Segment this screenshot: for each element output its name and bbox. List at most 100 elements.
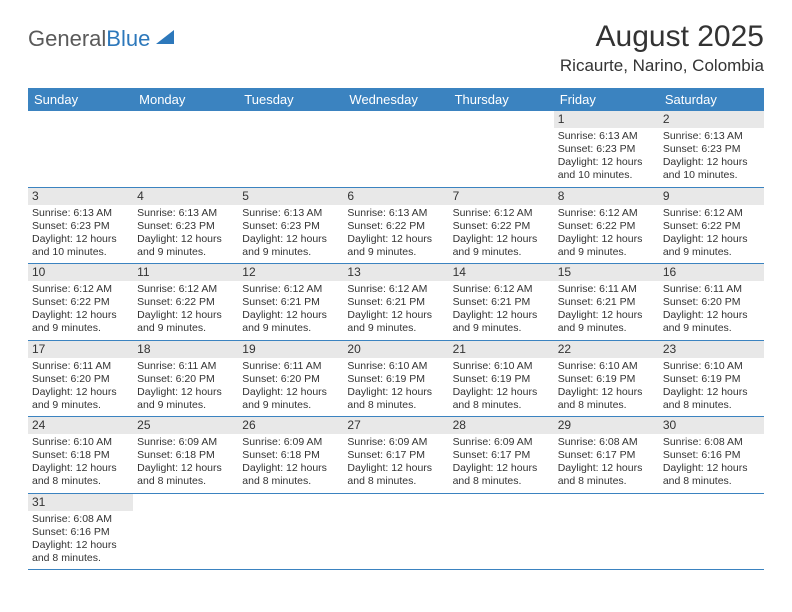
sunrise-text: Sunrise: 6:10 AM — [558, 360, 655, 373]
calendar: Sunday Monday Tuesday Wednesday Thursday… — [28, 88, 764, 570]
day-cell: 21Sunrise: 6:10 AMSunset: 6:19 PMDayligh… — [449, 341, 554, 417]
weekday-tuesday: Tuesday — [238, 88, 343, 111]
sunrise-text: Sunrise: 6:13 AM — [32, 207, 129, 220]
day-number: 21 — [449, 341, 554, 358]
sunrise-text: Sunrise: 6:09 AM — [453, 436, 550, 449]
page-header: GeneralBlue August 2025 Ricaurte, Narino… — [28, 20, 764, 76]
day-number: 3 — [28, 188, 133, 205]
sunrise-text: Sunrise: 6:08 AM — [32, 513, 129, 526]
sunrise-text: Sunrise: 6:13 AM — [663, 130, 760, 143]
weeks-container: 1Sunrise: 6:13 AMSunset: 6:23 PMDaylight… — [28, 111, 764, 570]
sunset-text: Sunset: 6:22 PM — [347, 220, 444, 233]
day-info: Sunrise: 6:13 AMSunset: 6:23 PMDaylight:… — [663, 130, 760, 183]
day-number: 1 — [554, 111, 659, 128]
day-info: Sunrise: 6:13 AMSunset: 6:23 PMDaylight:… — [137, 207, 234, 260]
logo-sail-icon — [154, 26, 178, 52]
sunset-text: Sunset: 6:21 PM — [347, 296, 444, 309]
day-cell: 24Sunrise: 6:10 AMSunset: 6:18 PMDayligh… — [28, 417, 133, 493]
daylight-text: Daylight: 12 hours and 9 minutes. — [32, 386, 129, 412]
sunrise-text: Sunrise: 6:12 AM — [137, 283, 234, 296]
day-number: 29 — [554, 417, 659, 434]
sunrise-text: Sunrise: 6:08 AM — [558, 436, 655, 449]
sunset-text: Sunset: 6:19 PM — [558, 373, 655, 386]
day-cell: 20Sunrise: 6:10 AMSunset: 6:19 PMDayligh… — [343, 341, 448, 417]
daylight-text: Daylight: 12 hours and 9 minutes. — [663, 309, 760, 335]
day-info: Sunrise: 6:11 AMSunset: 6:21 PMDaylight:… — [558, 283, 655, 336]
sunrise-text: Sunrise: 6:10 AM — [347, 360, 444, 373]
day-info: Sunrise: 6:10 AMSunset: 6:18 PMDaylight:… — [32, 436, 129, 489]
day-cell: 14Sunrise: 6:12 AMSunset: 6:21 PMDayligh… — [449, 264, 554, 340]
day-info: Sunrise: 6:13 AMSunset: 6:23 PMDaylight:… — [32, 207, 129, 260]
daylight-text: Daylight: 12 hours and 9 minutes. — [242, 386, 339, 412]
weekday-sunday: Sunday — [28, 88, 133, 111]
sunrise-text: Sunrise: 6:12 AM — [242, 283, 339, 296]
day-number: 31 — [28, 494, 133, 511]
sunrise-text: Sunrise: 6:13 AM — [137, 207, 234, 220]
daylight-text: Daylight: 12 hours and 9 minutes. — [242, 309, 339, 335]
day-info: Sunrise: 6:12 AMSunset: 6:22 PMDaylight:… — [558, 207, 655, 260]
day-number: 10 — [28, 264, 133, 281]
sunset-text: Sunset: 6:16 PM — [32, 526, 129, 539]
sunset-text: Sunset: 6:23 PM — [137, 220, 234, 233]
day-number: 5 — [238, 188, 343, 205]
day-cell: 29Sunrise: 6:08 AMSunset: 6:17 PMDayligh… — [554, 417, 659, 493]
day-number: 19 — [238, 341, 343, 358]
day-info: Sunrise: 6:12 AMSunset: 6:22 PMDaylight:… — [137, 283, 234, 336]
day-cell: 31Sunrise: 6:08 AMSunset: 6:16 PMDayligh… — [28, 494, 133, 570]
sunrise-text: Sunrise: 6:11 AM — [558, 283, 655, 296]
day-cell: 17Sunrise: 6:11 AMSunset: 6:20 PMDayligh… — [28, 341, 133, 417]
sunrise-text: Sunrise: 6:09 AM — [137, 436, 234, 449]
sunrise-text: Sunrise: 6:12 AM — [558, 207, 655, 220]
day-cell — [449, 494, 554, 570]
sunset-text: Sunset: 6:19 PM — [663, 373, 760, 386]
weekday-monday: Monday — [133, 88, 238, 111]
sunrise-text: Sunrise: 6:10 AM — [663, 360, 760, 373]
week-row: 10Sunrise: 6:12 AMSunset: 6:22 PMDayligh… — [28, 264, 764, 341]
day-info: Sunrise: 6:09 AMSunset: 6:18 PMDaylight:… — [242, 436, 339, 489]
daylight-text: Daylight: 12 hours and 8 minutes. — [558, 386, 655, 412]
daylight-text: Daylight: 12 hours and 10 minutes. — [663, 156, 760, 182]
sunrise-text: Sunrise: 6:11 AM — [32, 360, 129, 373]
day-cell: 28Sunrise: 6:09 AMSunset: 6:17 PMDayligh… — [449, 417, 554, 493]
daylight-text: Daylight: 12 hours and 9 minutes. — [137, 309, 234, 335]
day-info: Sunrise: 6:13 AMSunset: 6:23 PMDaylight:… — [242, 207, 339, 260]
sunrise-text: Sunrise: 6:11 AM — [137, 360, 234, 373]
day-cell: 3 Sunrise: 6:13 AMSunset: 6:23 PMDaylight… — [28, 188, 133, 264]
day-cell — [449, 111, 554, 187]
sunset-text: Sunset: 6:18 PM — [242, 449, 339, 462]
daylight-text: Daylight: 12 hours and 8 minutes. — [453, 462, 550, 488]
sunrise-text: Sunrise: 6:12 AM — [347, 283, 444, 296]
weekday-wednesday: Wednesday — [343, 88, 448, 111]
week-row: 31Sunrise: 6:08 AMSunset: 6:16 PMDayligh… — [28, 494, 764, 571]
sunrise-text: Sunrise: 6:13 AM — [347, 207, 444, 220]
sunset-text: Sunset: 6:20 PM — [242, 373, 339, 386]
daylight-text: Daylight: 12 hours and 8 minutes. — [32, 462, 129, 488]
daylight-text: Daylight: 12 hours and 9 minutes. — [558, 309, 655, 335]
day-cell: 26Sunrise: 6:09 AMSunset: 6:18 PMDayligh… — [238, 417, 343, 493]
sunrise-text: Sunrise: 6:11 AM — [663, 283, 760, 296]
day-number: 16 — [659, 264, 764, 281]
day-cell: 7Sunrise: 6:12 AMSunset: 6:22 PMDaylight… — [449, 188, 554, 264]
sunset-text: Sunset: 6:23 PM — [663, 143, 760, 156]
month-title: August 2025 — [560, 20, 764, 54]
sunrise-text: Sunrise: 6:12 AM — [32, 283, 129, 296]
day-number: 14 — [449, 264, 554, 281]
day-cell — [238, 111, 343, 187]
sunset-text: Sunset: 6:21 PM — [558, 296, 655, 309]
day-number: 11 — [133, 264, 238, 281]
day-number: 13 — [343, 264, 448, 281]
day-cell: 11 Sunrise: 6:12 AMSunset: 6:22 PMDayligh… — [133, 264, 238, 340]
daylight-text: Daylight: 12 hours and 9 minutes. — [347, 233, 444, 259]
daylight-text: Daylight: 12 hours and 8 minutes. — [347, 462, 444, 488]
day-cell: 19Sunrise: 6:11 AMSunset: 6:20 PMDayligh… — [238, 341, 343, 417]
logo: GeneralBlue — [28, 26, 178, 52]
daylight-text: Daylight: 12 hours and 8 minutes. — [663, 462, 760, 488]
daylight-text: Daylight: 12 hours and 10 minutes. — [558, 156, 655, 182]
day-cell — [133, 494, 238, 570]
day-number: 4 — [133, 188, 238, 205]
sunrise-text: Sunrise: 6:10 AM — [32, 436, 129, 449]
week-row: 17Sunrise: 6:11 AMSunset: 6:20 PMDayligh… — [28, 341, 764, 418]
weekday-saturday: Saturday — [659, 88, 764, 111]
sunset-text: Sunset: 6:21 PM — [453, 296, 550, 309]
week-row: 24Sunrise: 6:10 AMSunset: 6:18 PMDayligh… — [28, 417, 764, 494]
